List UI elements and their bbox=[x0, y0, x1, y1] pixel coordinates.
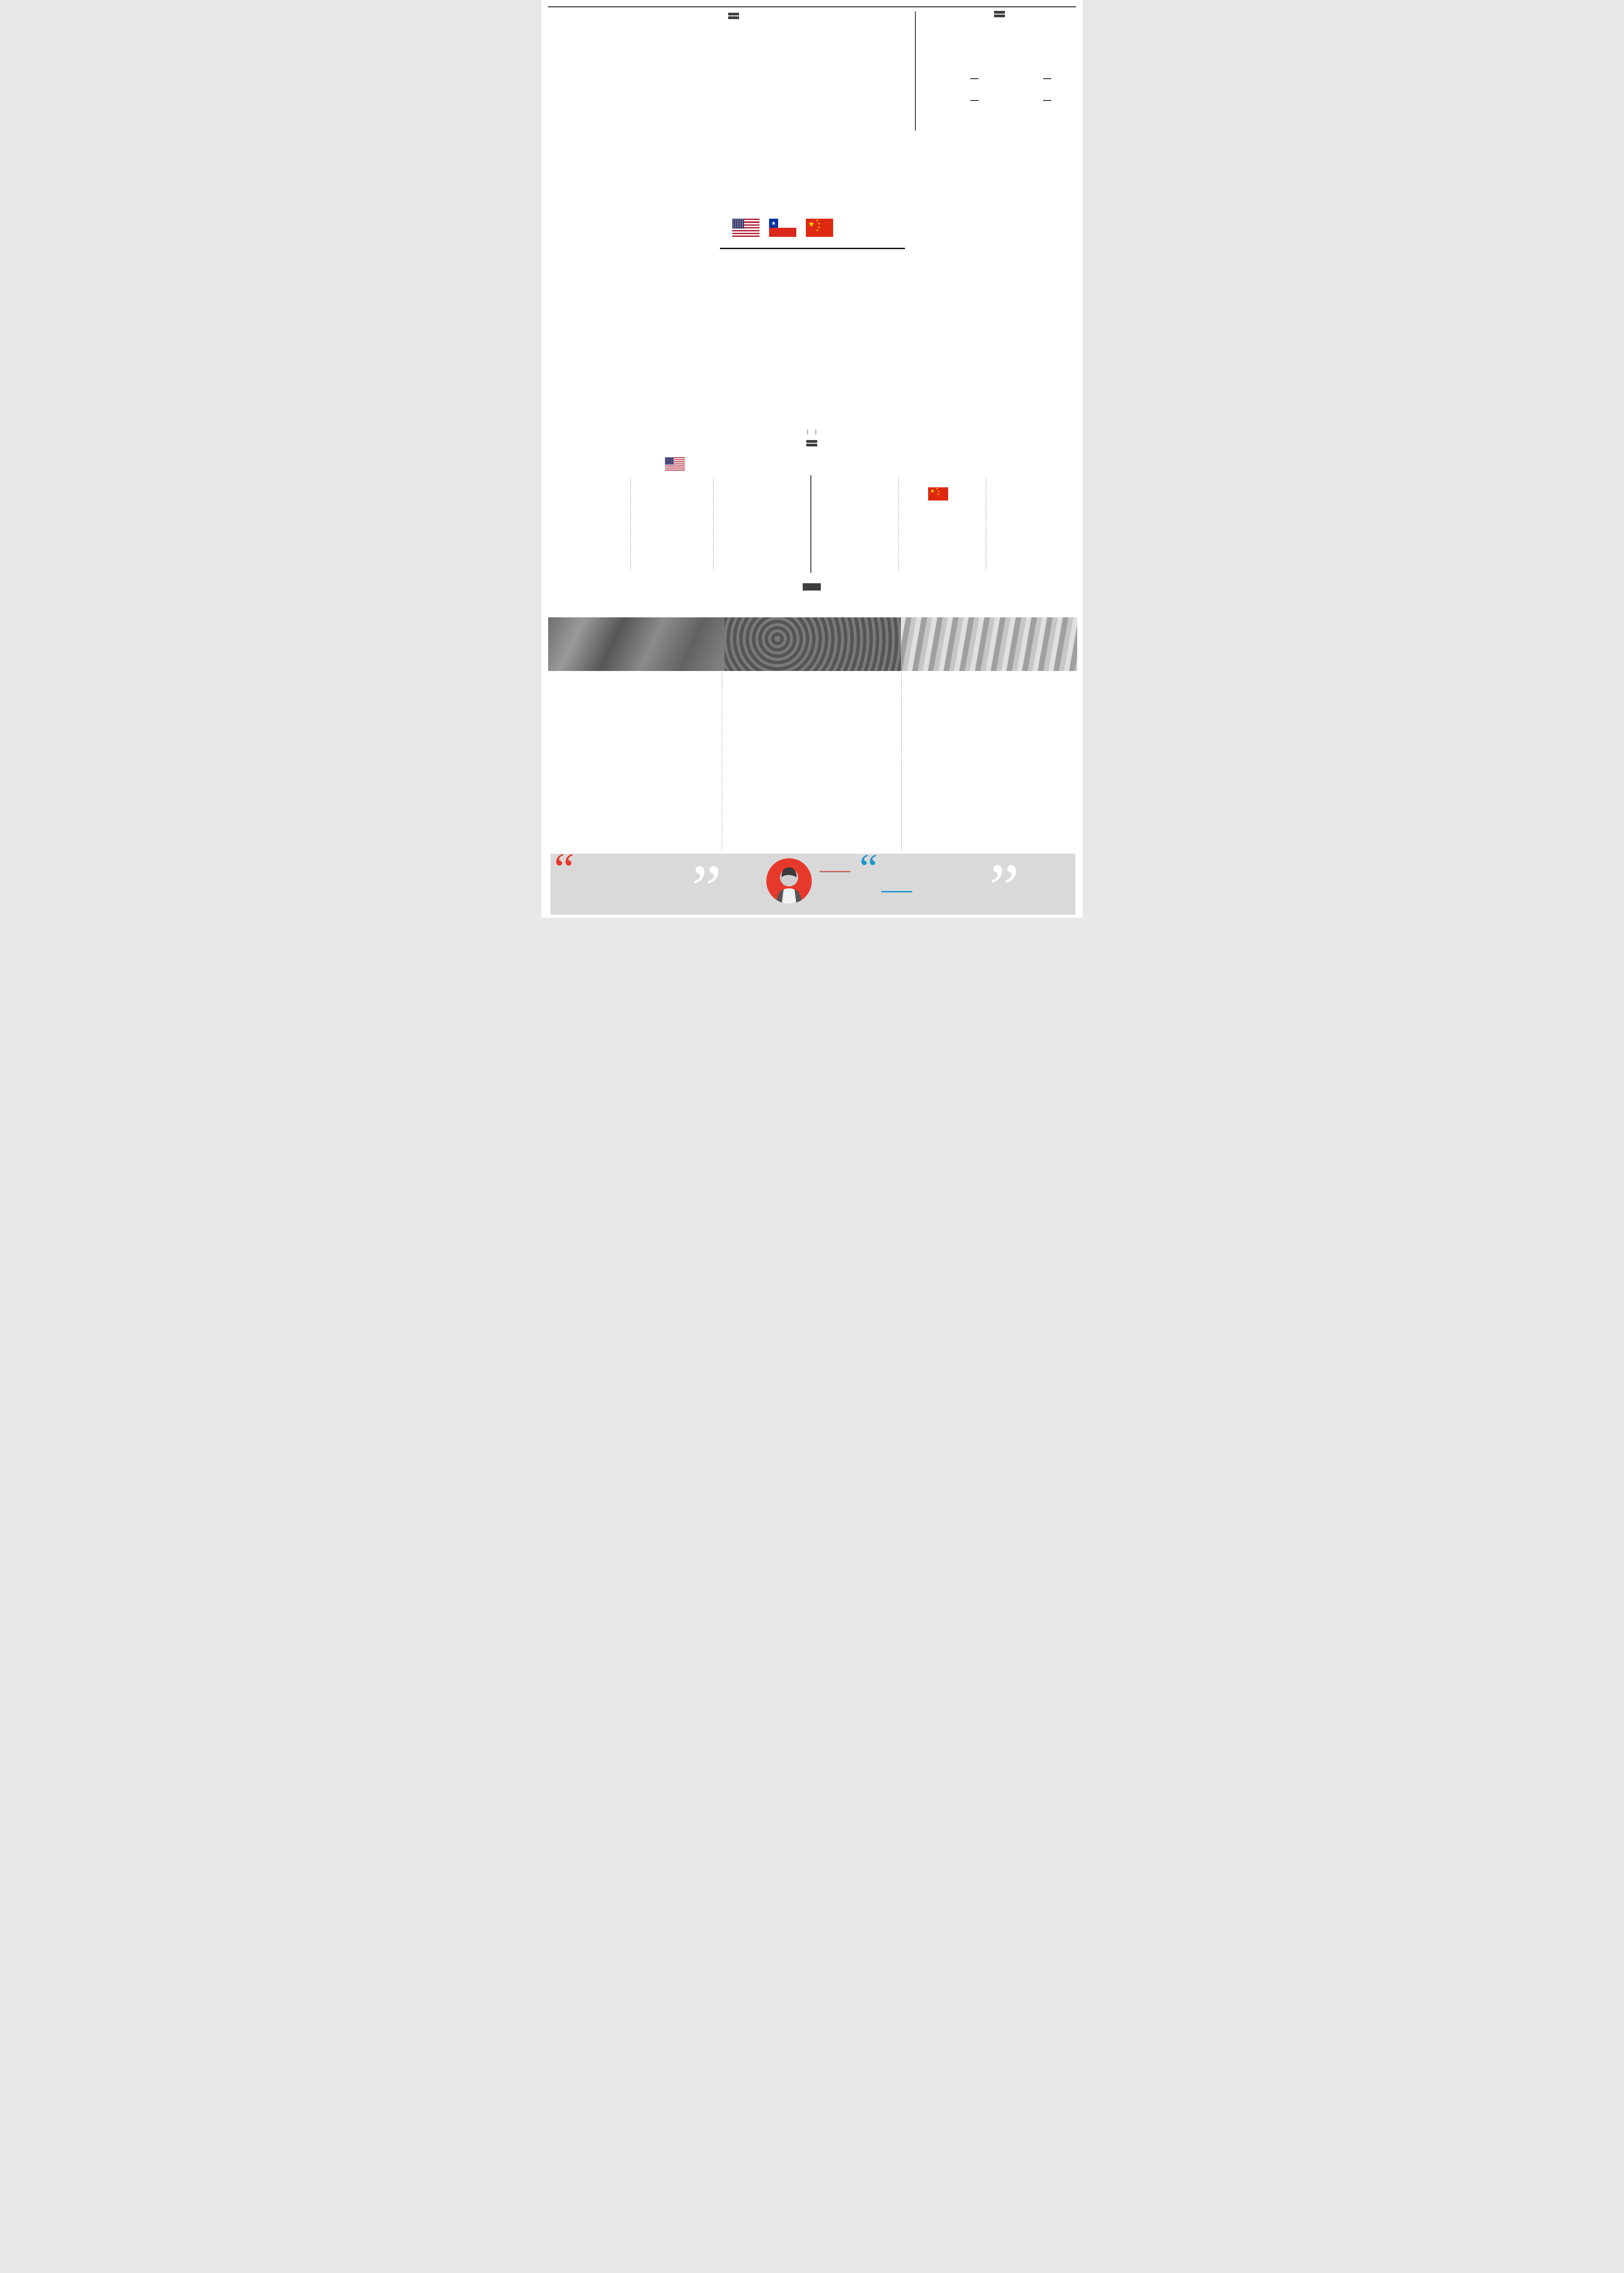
separator bbox=[810, 475, 811, 573]
separator bbox=[713, 477, 714, 571]
newspaper-infographic-page: ★ ★ ★ ★ ★ ★ | | ★ ★ ★ bbox=[541, 0, 1083, 918]
attribution-rule bbox=[819, 871, 850, 872]
callout-line bbox=[1043, 100, 1051, 101]
badge-line-1 bbox=[994, 11, 1005, 14]
callout-line bbox=[970, 78, 979, 79]
open-quote-icon: “ bbox=[859, 846, 878, 891]
close-quote-icon: ” bbox=[989, 850, 1019, 918]
copper-mine-photo bbox=[548, 617, 725, 671]
usa-flag-small-icon bbox=[665, 457, 685, 471]
pie-2005-otros-label bbox=[929, 78, 949, 86]
product-bars-layer bbox=[541, 0, 1083, 918]
pie-2025-otros-label bbox=[1000, 78, 1020, 86]
pie-card bbox=[917, 9, 1080, 136]
world-map-background bbox=[541, 150, 1083, 450]
pie-badge bbox=[919, 11, 1079, 18]
badge-line-1 bbox=[728, 13, 739, 15]
usa-flag-icon bbox=[732, 219, 760, 237]
separator bbox=[630, 477, 631, 571]
callout-line bbox=[1043, 78, 1051, 79]
close-quote-icon: ” bbox=[691, 851, 722, 918]
salmon-photo bbox=[901, 617, 1077, 671]
pie-2005 bbox=[928, 64, 973, 109]
quotes-band bbox=[550, 854, 1075, 915]
grapes-photo bbox=[725, 617, 901, 671]
badge-line-2 bbox=[728, 16, 739, 19]
china-flag-icon: ★ ★ ★ ★ ★ bbox=[806, 219, 833, 237]
badge-line-2 bbox=[994, 15, 1005, 17]
imports-banner bbox=[596, 583, 1028, 591]
separator bbox=[901, 673, 902, 850]
line-chart bbox=[545, 9, 911, 123]
reinaldo-salazar-avatar bbox=[766, 858, 812, 904]
top-rule bbox=[548, 6, 1076, 7]
attribution-rule bbox=[881, 891, 912, 892]
callout-line bbox=[970, 100, 979, 101]
pie-2025 bbox=[1000, 64, 1046, 109]
line-chart-card bbox=[545, 9, 911, 134]
line-chart-badge bbox=[600, 13, 868, 20]
title-rule bbox=[720, 248, 905, 249]
china-flag-small-icon: ★ ★ ★ ★ bbox=[928, 487, 948, 501]
card-divider bbox=[915, 11, 916, 130]
chile-flag-icon: ★ bbox=[769, 219, 796, 237]
matrix-badge bbox=[723, 440, 900, 447]
credits: | | bbox=[805, 429, 818, 435]
open-quote-icon: “ bbox=[554, 844, 575, 894]
